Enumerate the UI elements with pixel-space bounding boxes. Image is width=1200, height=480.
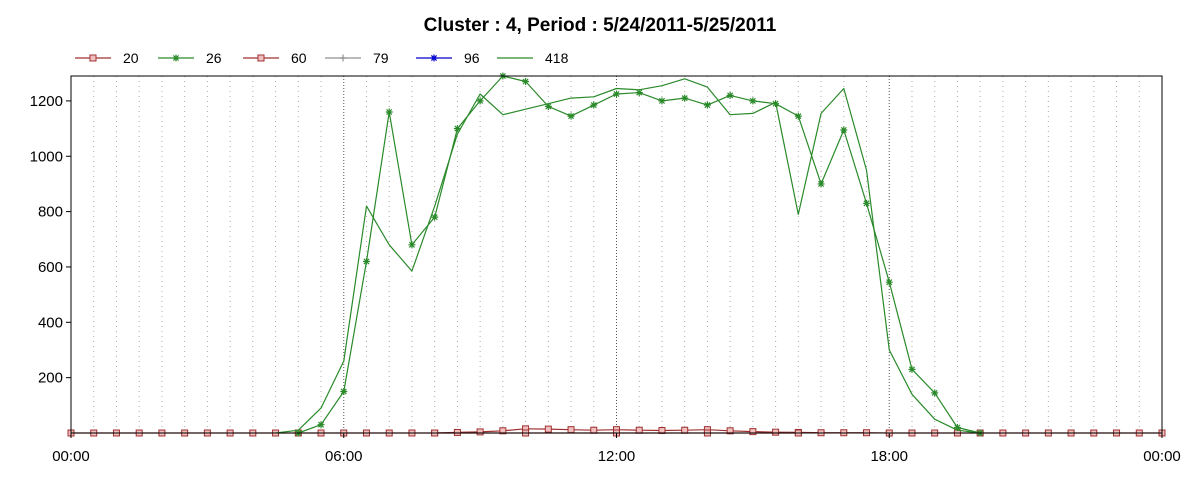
series-418 bbox=[275, 78, 981, 434]
data-point bbox=[317, 421, 325, 429]
data-point bbox=[590, 426, 598, 434]
legend-label: 79 bbox=[373, 50, 389, 66]
data-point bbox=[453, 125, 461, 133]
legend: 20 26 60 79 96 418 bbox=[75, 50, 569, 66]
series-line-418 bbox=[275, 78, 981, 434]
data-point bbox=[567, 426, 575, 434]
legend-item-418: 418 bbox=[497, 50, 569, 66]
data-point bbox=[840, 126, 848, 134]
data-point bbox=[590, 101, 598, 109]
legend-swatch-marker bbox=[89, 54, 97, 62]
data-point bbox=[385, 108, 393, 116]
data-point bbox=[499, 427, 507, 435]
data-point bbox=[817, 180, 825, 188]
data-point bbox=[749, 97, 757, 105]
x-tick-label: 06:00 bbox=[325, 448, 363, 465]
y-tick-label: 600 bbox=[38, 259, 63, 276]
data-point bbox=[772, 428, 780, 436]
data-point bbox=[703, 101, 711, 109]
x-tick-label: 18:00 bbox=[870, 448, 908, 465]
data-point bbox=[362, 257, 370, 265]
ticks: 200 400 600 800 1000 1200 00:00 06:00 12:00 18:00… bbox=[30, 93, 1181, 465]
data-point bbox=[658, 97, 666, 105]
data-point bbox=[431, 213, 439, 221]
y-tick-label: 1200 bbox=[30, 93, 63, 110]
legend-label: 418 bbox=[545, 50, 569, 66]
data-point bbox=[613, 90, 620, 98]
data-point bbox=[908, 365, 916, 373]
legend-label: 26 bbox=[206, 50, 222, 66]
x-tick-label: 12:00 bbox=[598, 448, 636, 465]
series-line-26 bbox=[298, 75, 981, 434]
data-point bbox=[885, 278, 893, 286]
data-point bbox=[635, 426, 643, 434]
data-point bbox=[931, 389, 939, 397]
legend-label: 20 bbox=[123, 50, 139, 66]
data-point bbox=[340, 387, 348, 395]
legend-item-79: 79 bbox=[325, 50, 389, 66]
data-point bbox=[476, 97, 484, 105]
legend-swatch-marker bbox=[339, 54, 347, 62]
data-point bbox=[749, 428, 757, 436]
legend-swatch-marker bbox=[257, 54, 265, 62]
legend-item-20: 20 bbox=[75, 50, 139, 66]
data-point bbox=[544, 102, 552, 110]
data-point bbox=[953, 423, 961, 431]
data-point bbox=[863, 199, 871, 207]
data-point bbox=[681, 94, 689, 102]
x-tick-label: 00:00 bbox=[1143, 448, 1181, 465]
data-point bbox=[522, 78, 530, 86]
data-point bbox=[794, 112, 802, 120]
x-tick-label: 00:00 bbox=[52, 448, 90, 465]
legend-label: 60 bbox=[291, 50, 307, 66]
y-tick-label: 1000 bbox=[30, 148, 63, 165]
legend-item-26: 26 bbox=[158, 50, 222, 66]
y-tick-label: 800 bbox=[38, 204, 63, 221]
y-tick-label: 400 bbox=[38, 314, 63, 331]
legend-swatch-marker bbox=[430, 54, 438, 62]
data-point bbox=[635, 89, 643, 97]
y-tick-label: 200 bbox=[38, 370, 63, 387]
data-point bbox=[476, 428, 484, 436]
legend-item-96: 96 bbox=[416, 50, 480, 66]
grid bbox=[93, 76, 1140, 433]
legend-item-60: 60 bbox=[243, 50, 307, 66]
data-point bbox=[726, 427, 734, 435]
legend-swatch-marker bbox=[172, 54, 180, 62]
chart-title: Cluster : 4, Period : 5/24/2011-5/25/201… bbox=[424, 15, 777, 36]
data-point bbox=[408, 241, 416, 249]
data-point bbox=[681, 426, 689, 434]
legend-label: 96 bbox=[464, 50, 480, 66]
data-point bbox=[567, 112, 575, 120]
data-point bbox=[544, 425, 552, 433]
data-point bbox=[726, 91, 734, 99]
